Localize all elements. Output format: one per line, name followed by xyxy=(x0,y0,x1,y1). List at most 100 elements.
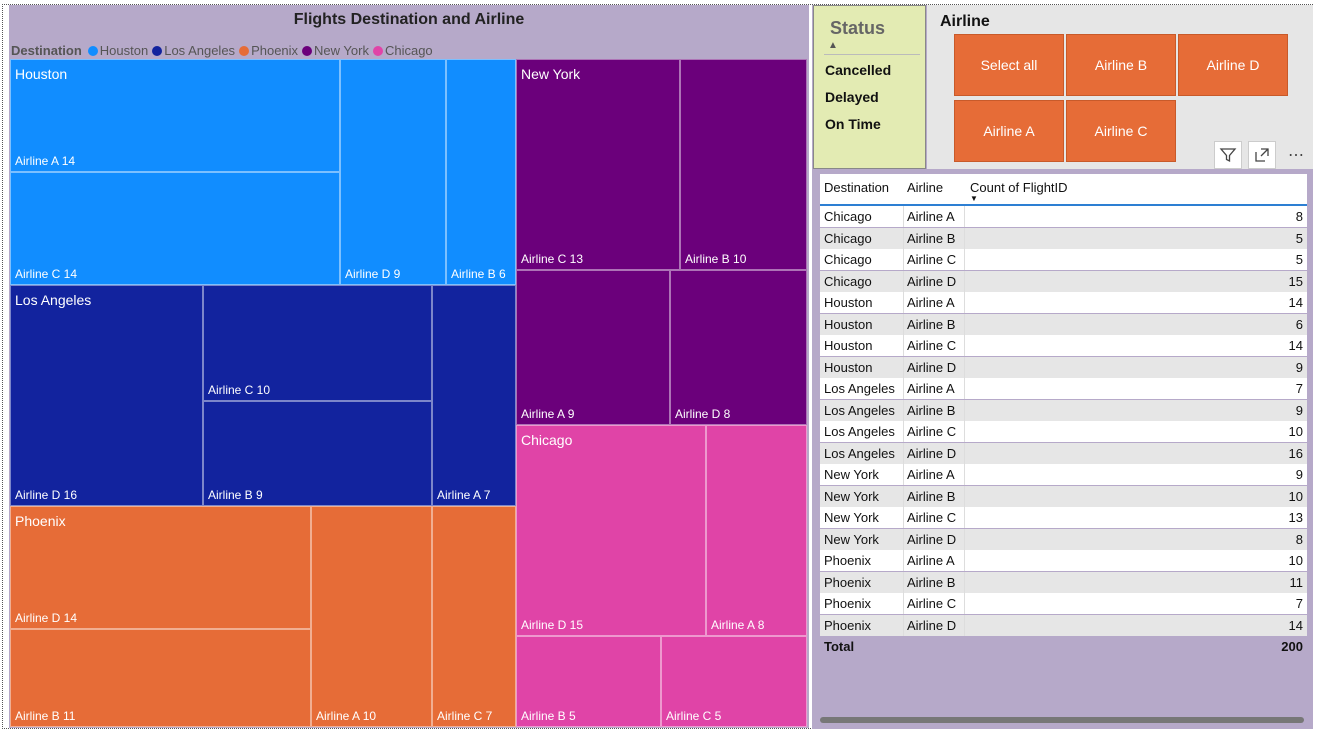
treemap-cell-chicago-airline-c[interactable]: Airline C 5 xyxy=(661,636,807,727)
treemap-cell-chicago-airline-b[interactable]: Airline B 5 xyxy=(516,636,661,727)
column-separator xyxy=(964,206,965,227)
column-separator xyxy=(964,550,965,571)
treemap-cell-houston-airline-b[interactable]: Airline B 6 xyxy=(446,59,516,285)
column-separator xyxy=(903,550,904,571)
column-separator xyxy=(964,292,965,313)
airline-button-select-all[interactable]: Select all xyxy=(954,34,1064,96)
sort-descending-icon[interactable]: ▼ xyxy=(970,194,978,203)
table-row[interactable]: Houston Airline B 6 xyxy=(820,313,1307,335)
status-option-delayed[interactable]: Delayed xyxy=(825,89,879,105)
column-separator xyxy=(903,292,904,313)
treemap-group-label: Los Angeles xyxy=(15,292,92,308)
treemap-cell-new-york-airline-c[interactable]: New York Airline C 13 xyxy=(516,59,680,270)
table-row[interactable]: Chicago Airline C 5 xyxy=(820,249,1307,270)
treemap-cell-new-york-airline-b[interactable]: Airline B 10 xyxy=(680,59,807,270)
cell-count: 14 xyxy=(1288,295,1303,310)
treemap-cell-label: Airline A 7 xyxy=(437,488,491,502)
table-header: Destination Airline Count of FlightID ▼ xyxy=(820,174,1307,206)
treemap-cell-houston-airline-c[interactable]: Airline C 14 xyxy=(10,172,340,285)
treemap-cell-los-angeles-airline-b[interactable]: Airline B 9 xyxy=(203,401,432,506)
table-row[interactable]: Chicago Airline B 5 xyxy=(820,227,1307,249)
flights-table[interactable]: Destination Airline Count of FlightID ▼ … xyxy=(820,174,1309,728)
airline-button-airline-b[interactable]: Airline B xyxy=(1066,34,1176,96)
treemap-cell-new-york-airline-a[interactable]: Airline A 9 xyxy=(516,270,670,425)
status-option-cancelled[interactable]: Cancelled xyxy=(825,62,892,78)
treemap-cell-los-angeles-airline-c[interactable]: Airline C 10 xyxy=(203,285,432,401)
table-row[interactable]: New York Airline A 9 xyxy=(820,464,1307,485)
treemap-cell-chicago-airline-a[interactable]: Airline A 8 xyxy=(706,425,807,636)
treemap-cell-label: Airline C 7 xyxy=(437,709,493,723)
column-separator xyxy=(903,593,904,614)
cell-airline: Airline C xyxy=(907,424,957,439)
treemap-cell-houston-airline-a[interactable]: Houston Airline A 14 xyxy=(10,59,340,172)
treemap-cell-houston-airline-d[interactable]: Airline D 9 xyxy=(340,59,446,285)
column-header-destination[interactable]: Destination xyxy=(824,180,890,195)
column-separator xyxy=(964,227,965,249)
treemap-cell-phoenix-airline-b[interactable]: Airline B 11 xyxy=(10,629,311,727)
treemap-cell-phoenix-airline-a[interactable]: Airline A 10 xyxy=(311,506,432,727)
status-option-on-time[interactable]: On Time xyxy=(825,116,881,132)
cell-destination: New York xyxy=(824,488,879,504)
airline-button-airline-c[interactable]: Airline C xyxy=(1066,100,1176,162)
column-separator xyxy=(903,399,904,421)
focus-mode-icon[interactable] xyxy=(1248,141,1276,169)
cell-destination: Chicago xyxy=(824,252,872,267)
table-row[interactable]: Los Angeles Airline A 7 xyxy=(820,378,1307,399)
table-row[interactable]: New York Airline B 10 xyxy=(820,485,1307,507)
table-row[interactable]: New York Airline C 13 xyxy=(820,507,1307,528)
treemap-cell-label: Airline B 10 xyxy=(685,252,747,266)
table-row[interactable]: Houston Airline D 9 xyxy=(820,356,1307,378)
table-row[interactable]: Phoenix Airline C 7 xyxy=(820,593,1307,614)
table-row[interactable]: Los Angeles Airline B 9 xyxy=(820,399,1307,421)
table-row[interactable]: Phoenix Airline D 14 xyxy=(820,614,1307,636)
treemap-cell-label: Airline B 11 xyxy=(15,709,76,723)
treemap-cell-los-angeles-airline-a[interactable]: Airline A 7 xyxy=(432,285,516,506)
legend-item-new-york[interactable]: New York xyxy=(302,43,369,58)
cell-airline: Airline A xyxy=(907,209,955,224)
column-header-airline[interactable]: Airline xyxy=(907,180,944,195)
column-separator xyxy=(964,614,965,636)
cell-destination: Los Angeles xyxy=(824,424,895,439)
legend-item-chicago[interactable]: Chicago xyxy=(372,43,433,58)
cell-destination: New York xyxy=(824,510,879,525)
treemap-cell-new-york-airline-d[interactable]: Airline D 8 xyxy=(670,270,807,425)
treemap-cell-chicago-airline-d[interactable]: Chicago Airline D 15 xyxy=(516,425,706,636)
cell-destination: New York xyxy=(824,531,879,547)
table-row[interactable]: Chicago Airline A 8 xyxy=(820,206,1307,227)
table-row[interactable]: Houston Airline C 14 xyxy=(820,335,1307,356)
cell-count: 11 xyxy=(1289,574,1304,590)
treemap-cell-label: Airline D 15 xyxy=(521,618,584,632)
cell-destination: Los Angeles xyxy=(824,402,895,418)
column-header-count[interactable]: Count of FlightID xyxy=(970,180,1068,195)
status-slicer[interactable]: Status ▲ Cancelled Delayed On Time xyxy=(813,5,926,169)
treemap-cell-label: Airline D 8 xyxy=(675,407,731,421)
table-row[interactable]: Phoenix Airline A 10 xyxy=(820,550,1307,571)
cell-count: 10 xyxy=(1288,424,1303,439)
airline-button-airline-d[interactable]: Airline D xyxy=(1178,34,1288,96)
horizontal-scrollbar[interactable] xyxy=(820,717,1304,723)
legend-item-phoenix[interactable]: Phoenix xyxy=(239,43,298,58)
more-options-icon[interactable]: ⋯ xyxy=(1288,147,1304,164)
status-slicer-title: Status xyxy=(830,18,886,38)
treemap-cell-phoenix-airline-c[interactable]: Airline C 7 xyxy=(432,506,516,727)
filter-icon[interactable] xyxy=(1214,141,1242,169)
treemap-group-label: New York xyxy=(521,66,581,82)
table-row[interactable]: New York Airline D 8 xyxy=(820,528,1307,550)
cell-count: 15 xyxy=(1288,273,1303,289)
table-row[interactable]: Los Angeles Airline D 16 xyxy=(820,442,1307,464)
treemap-group-label: Chicago xyxy=(521,432,573,448)
cell-count: 10 xyxy=(1288,553,1303,568)
table-row[interactable]: Phoenix Airline B 11 xyxy=(820,571,1307,593)
table-row[interactable]: Houston Airline A 14 xyxy=(820,292,1307,313)
table-row[interactable]: Los Angeles Airline C 10 xyxy=(820,421,1307,442)
legend-dot-icon xyxy=(372,45,383,56)
legend-item-houston[interactable]: Houston xyxy=(87,43,148,58)
treemap-cell-los-angeles-airline-d[interactable]: Los Angeles Airline D 16 xyxy=(10,285,203,506)
legend-item-los-angeles[interactable]: Los Angeles xyxy=(152,43,235,58)
table-row[interactable]: Chicago Airline D 15 xyxy=(820,270,1307,292)
cell-count: 8 xyxy=(1295,531,1303,547)
airline-button-airline-a[interactable]: Airline A xyxy=(954,100,1064,162)
treemap-cell-phoenix-airline-d[interactable]: Phoenix Airline D 14 xyxy=(10,506,311,629)
sort-ascending-icon[interactable]: ▲ xyxy=(828,40,838,51)
column-separator xyxy=(903,356,904,378)
